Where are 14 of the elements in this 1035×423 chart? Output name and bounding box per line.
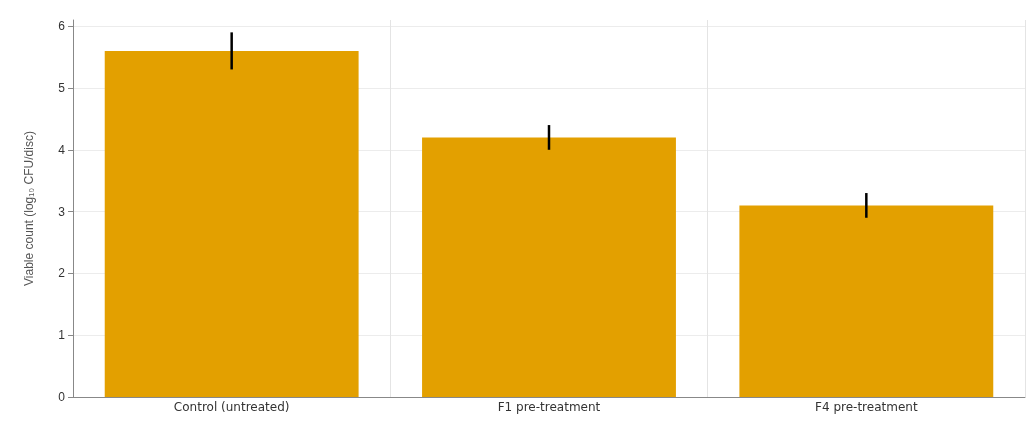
y-tick-label: 5	[58, 80, 66, 95]
y-tick-label: 6	[58, 19, 66, 34]
y-tick-label: 3	[58, 204, 66, 219]
y-tick-label: 2	[58, 266, 66, 281]
y-axis-title: Viable count (log₁₀ CFU/disc)	[22, 131, 36, 286]
bar	[739, 205, 994, 397]
x-tick-label: Control (untreated)	[173, 400, 290, 414]
x-tick-label: F1 pre-treatment	[497, 400, 601, 414]
y-tick-label: 4	[58, 142, 66, 157]
y-tick-label: 1	[58, 328, 66, 343]
y-tick-label: 0	[58, 390, 66, 404]
bar	[422, 137, 676, 397]
x-tick-label: F4 pre-treatment	[815, 400, 918, 414]
bar	[104, 50, 359, 397]
